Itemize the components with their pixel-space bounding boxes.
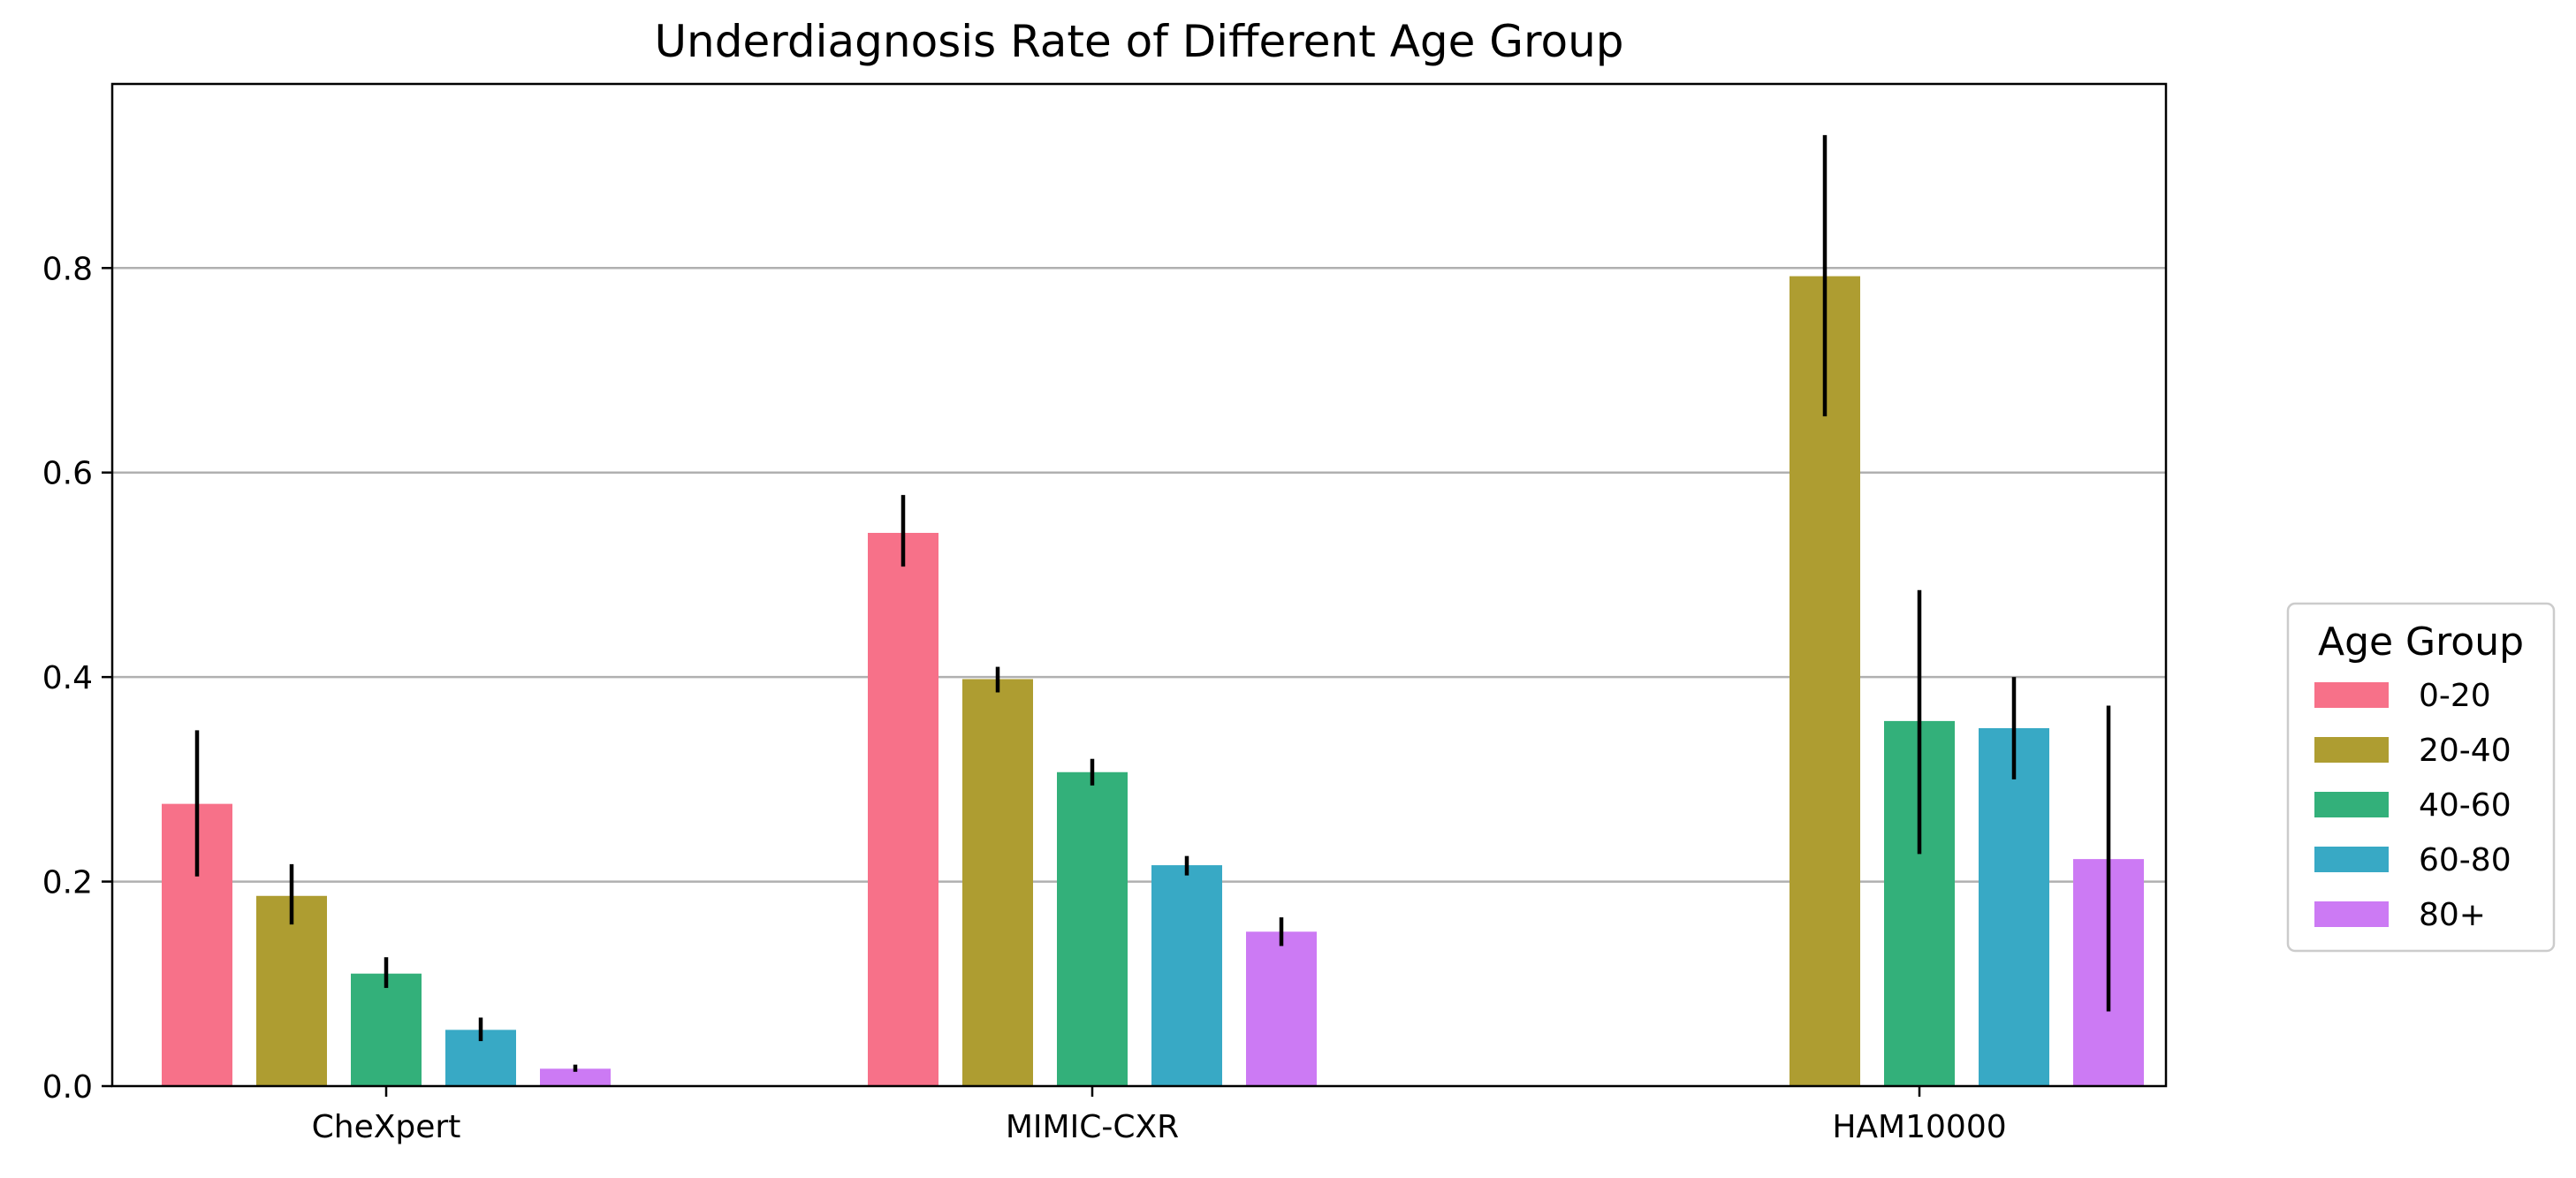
x-tick-label: CheXpert	[312, 1109, 461, 1145]
bar	[1151, 865, 1222, 1086]
legend-swatch	[2314, 792, 2389, 817]
legend-label: 40-60	[2419, 787, 2511, 824]
bar	[868, 532, 938, 1086]
legend-title: Age Group	[2318, 619, 2524, 665]
legend-label: 80+	[2419, 897, 2486, 933]
x-tick-label: MIMIC-CXR	[1006, 1109, 1179, 1145]
y-tick-label: 0.2	[42, 865, 93, 901]
y-axis: 0.0 0.2 0.4 0.6 0.8	[42, 251, 112, 1106]
y-tick-label: 0.4	[42, 660, 93, 696]
legend-swatch	[2314, 737, 2389, 763]
bar	[1979, 728, 2049, 1086]
error-bars	[194, 134, 2111, 1072]
bar	[1246, 931, 1317, 1086]
legend-label: 20-40	[2419, 733, 2511, 769]
legend-swatch	[2314, 901, 2389, 927]
x-tick-label: HAM10000	[1832, 1109, 2006, 1145]
bar	[540, 1068, 611, 1086]
legend-swatch	[2314, 847, 2389, 872]
y-tick-label: 0.8	[42, 251, 93, 287]
bar	[962, 679, 1033, 1086]
y-tick-label: 0.0	[42, 1069, 93, 1106]
y-tick-label: 0.6	[42, 456, 93, 492]
legend-label: 60-80	[2419, 842, 2511, 878]
bar	[351, 973, 422, 1086]
x-axis: CheXpert MIMIC-CXR HAM10000	[312, 1086, 2007, 1145]
chart-title: Underdiagnosis Rate of Different Age Gro…	[654, 16, 1623, 67]
legend[interactable]: Age Group 0-20 20-40 40-60 60-80 80+	[2286, 602, 2556, 953]
bar	[256, 895, 327, 1086]
plot-frame	[110, 82, 2168, 1088]
legend-label: 0-20	[2419, 678, 2491, 714]
legend-swatch	[2314, 682, 2389, 708]
bars	[162, 276, 2144, 1086]
bar	[1057, 771, 1128, 1086]
